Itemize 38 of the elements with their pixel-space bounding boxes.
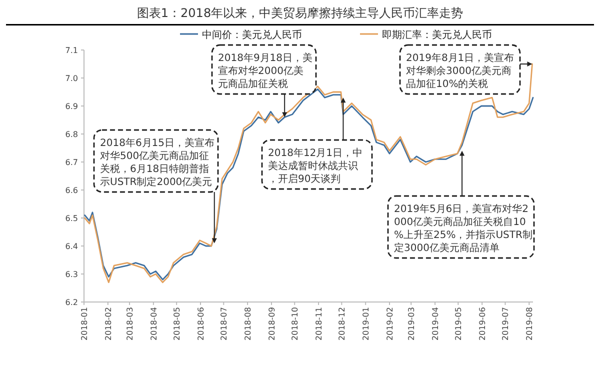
x-tick-label: 2019-05 — [454, 307, 464, 340]
x-tick-label: 2018-02 — [104, 307, 113, 340]
legend-label: 即期汇率：美元兑人民币 — [382, 29, 492, 41]
x-tick-label: 2019-02 — [386, 307, 395, 340]
y-tick-label: 7.0 — [65, 74, 78, 83]
annotation: 2018年9月18日，美宣布对华2000亿美元商品加征关税 — [218, 52, 313, 90]
y-tick-label: 6.4 — [65, 242, 78, 251]
legend-label: 中间价：美元兑人民币 — [202, 29, 302, 41]
annotation: 2019年8月1日，美宣布对华剩余3000亿美元商品加征10%的关税 — [406, 52, 514, 90]
annotation: 2018年6月15日，美宣布对华500亿美元商品加征关税，6月18日特朗普指示USTR制定2000亿美元 — [100, 137, 215, 188]
x-tick-label: 2018-03 — [126, 307, 135, 340]
y-tick-label: 6.9 — [65, 102, 78, 111]
x-tick-label: 2019-06 — [478, 307, 488, 340]
x-tick-label: 2018-08 — [244, 307, 253, 340]
y-tick-label: 7.1 — [65, 46, 78, 55]
x-tick-label: 2018-12 — [338, 307, 347, 340]
y-tick-label: 6.2 — [65, 298, 78, 307]
y-tick-label: 6.8 — [65, 130, 78, 139]
x-tick-label: 2018-11 — [314, 307, 324, 340]
x-tick-label: 2018-06 — [196, 307, 206, 340]
x-tick-label: 2019-07 — [501, 307, 510, 340]
x-tick-label: 2019-01 — [362, 307, 371, 340]
x-tick-label: 2019-03 — [407, 307, 416, 340]
y-tick-label: 6.5 — [65, 214, 78, 223]
x-tick-label: 2018-01 — [80, 307, 89, 340]
y-tick-label: 6.6 — [65, 186, 78, 195]
x-tick-label: 2018-10 — [290, 307, 300, 340]
x-tick-label: 2019-04 — [431, 307, 440, 340]
x-tick-label: 2018-07 — [220, 307, 229, 340]
x-tick-label: 2018-05 — [172, 307, 182, 340]
annotation: 2019年5月6日，美宣布对华2000亿美元商品加征关税自10%上升至25%，并指示USTR制定3000亿美元商品清单 — [394, 203, 532, 254]
chart-title: 图表1：2018年以来，中美贸易摩擦持续主导人民币汇率走势 — [136, 6, 464, 20]
x-tick-label: 2019-08 — [525, 307, 534, 340]
x-tick-label: 2018-09 — [267, 307, 276, 340]
annotation: 2018年12月1日，中美达成暂时休战共识，开启90天谈判 — [268, 147, 363, 185]
y-tick-label: 6.3 — [65, 270, 78, 279]
y-tick-label: 6.7 — [65, 158, 78, 167]
x-tick-label: 2018-04 — [149, 307, 158, 340]
